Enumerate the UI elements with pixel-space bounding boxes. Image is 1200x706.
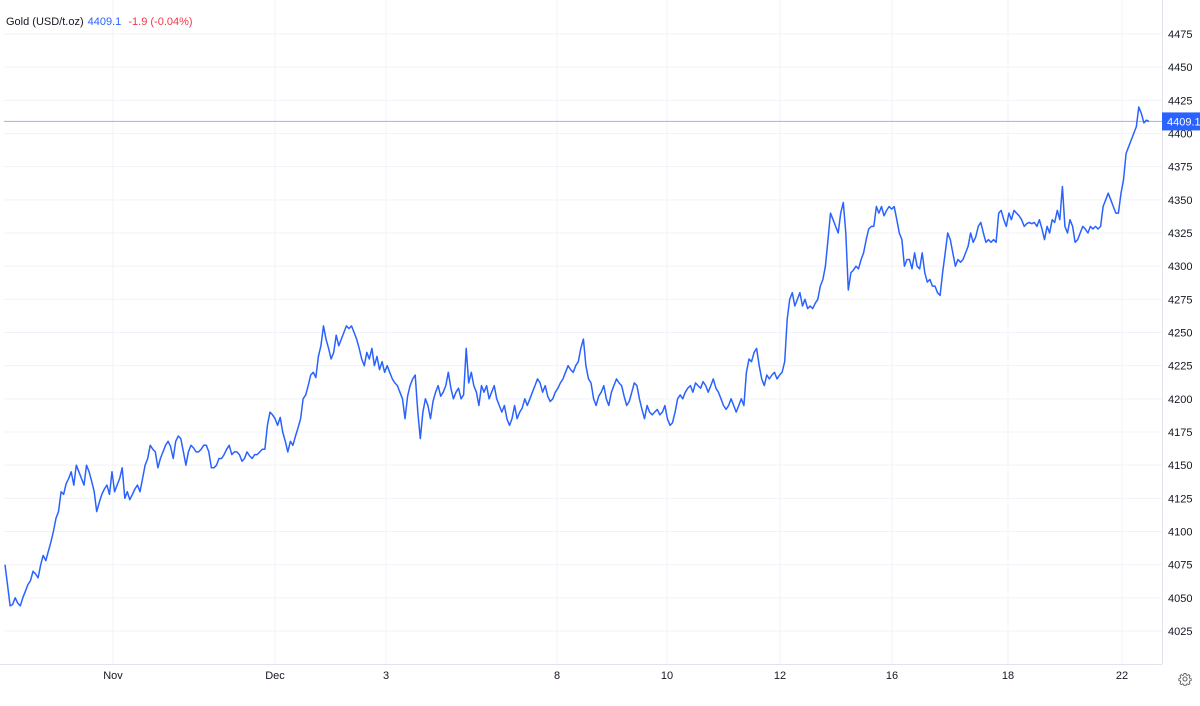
gear-icon — [1178, 673, 1192, 686]
series-line-gold — [4, 106, 1150, 607]
y-tick-label: 4050 — [1168, 593, 1192, 605]
legend-symbol: Gold (USD/t.oz) — [6, 16, 84, 28]
axes: 4025 4050 4075 4100 4125 4150 4175 4200 4225 4250… — [0, 0, 1192, 682]
y-tick-label: 4325 — [1168, 228, 1192, 240]
y-tick-label: 4100 — [1168, 527, 1192, 539]
y-tick-label: 4175 — [1168, 427, 1192, 439]
y-tick-label: 4350 — [1168, 195, 1192, 207]
legend-change: -1.9 (-0.04%) — [128, 16, 193, 28]
x-tick-label: 12 — [774, 670, 786, 682]
legend-price: 4409.1 — [87, 16, 122, 28]
y-tick-label: 4400 — [1168, 129, 1192, 141]
x-tick-label: Nov — [103, 670, 123, 682]
x-tick-label: 16 — [886, 670, 898, 682]
y-tick-label: 4125 — [1168, 493, 1192, 505]
x-tick-label: 18 — [1002, 670, 1014, 682]
last-price-label: 4409.1 — [1162, 112, 1200, 131]
chart-legend: Gold (USD/t.oz) 4409.1 -1.9 (-0.04%) — [6, 16, 197, 28]
y-tick-label: 4075 — [1168, 560, 1192, 572]
y-tick-label: 4425 — [1168, 95, 1192, 107]
x-tick-label: 22 — [1116, 670, 1128, 682]
last-price-text: 4409.1 — [1167, 116, 1200, 128]
y-tick-label: 4200 — [1168, 394, 1192, 406]
y-tick-label: 4250 — [1168, 328, 1192, 340]
x-tick-label: 10 — [661, 670, 673, 682]
x-tick-label: 8 — [554, 670, 560, 682]
y-tick-label: 4225 — [1168, 361, 1192, 373]
y-tick-label: 4025 — [1168, 626, 1192, 638]
y-tick-label: 4275 — [1168, 294, 1192, 306]
x-tick-label: 3 — [383, 670, 389, 682]
y-tick-label: 4375 — [1168, 162, 1192, 174]
y-tick-label: 4300 — [1168, 261, 1192, 273]
y-tick-label: 4475 — [1168, 29, 1192, 41]
settings-button[interactable] — [1174, 668, 1196, 690]
y-tick-label: 4150 — [1168, 460, 1192, 472]
grid — [4, 0, 1162, 664]
y-tick-label: 4450 — [1168, 62, 1192, 74]
x-tick-label: Dec — [265, 670, 285, 682]
